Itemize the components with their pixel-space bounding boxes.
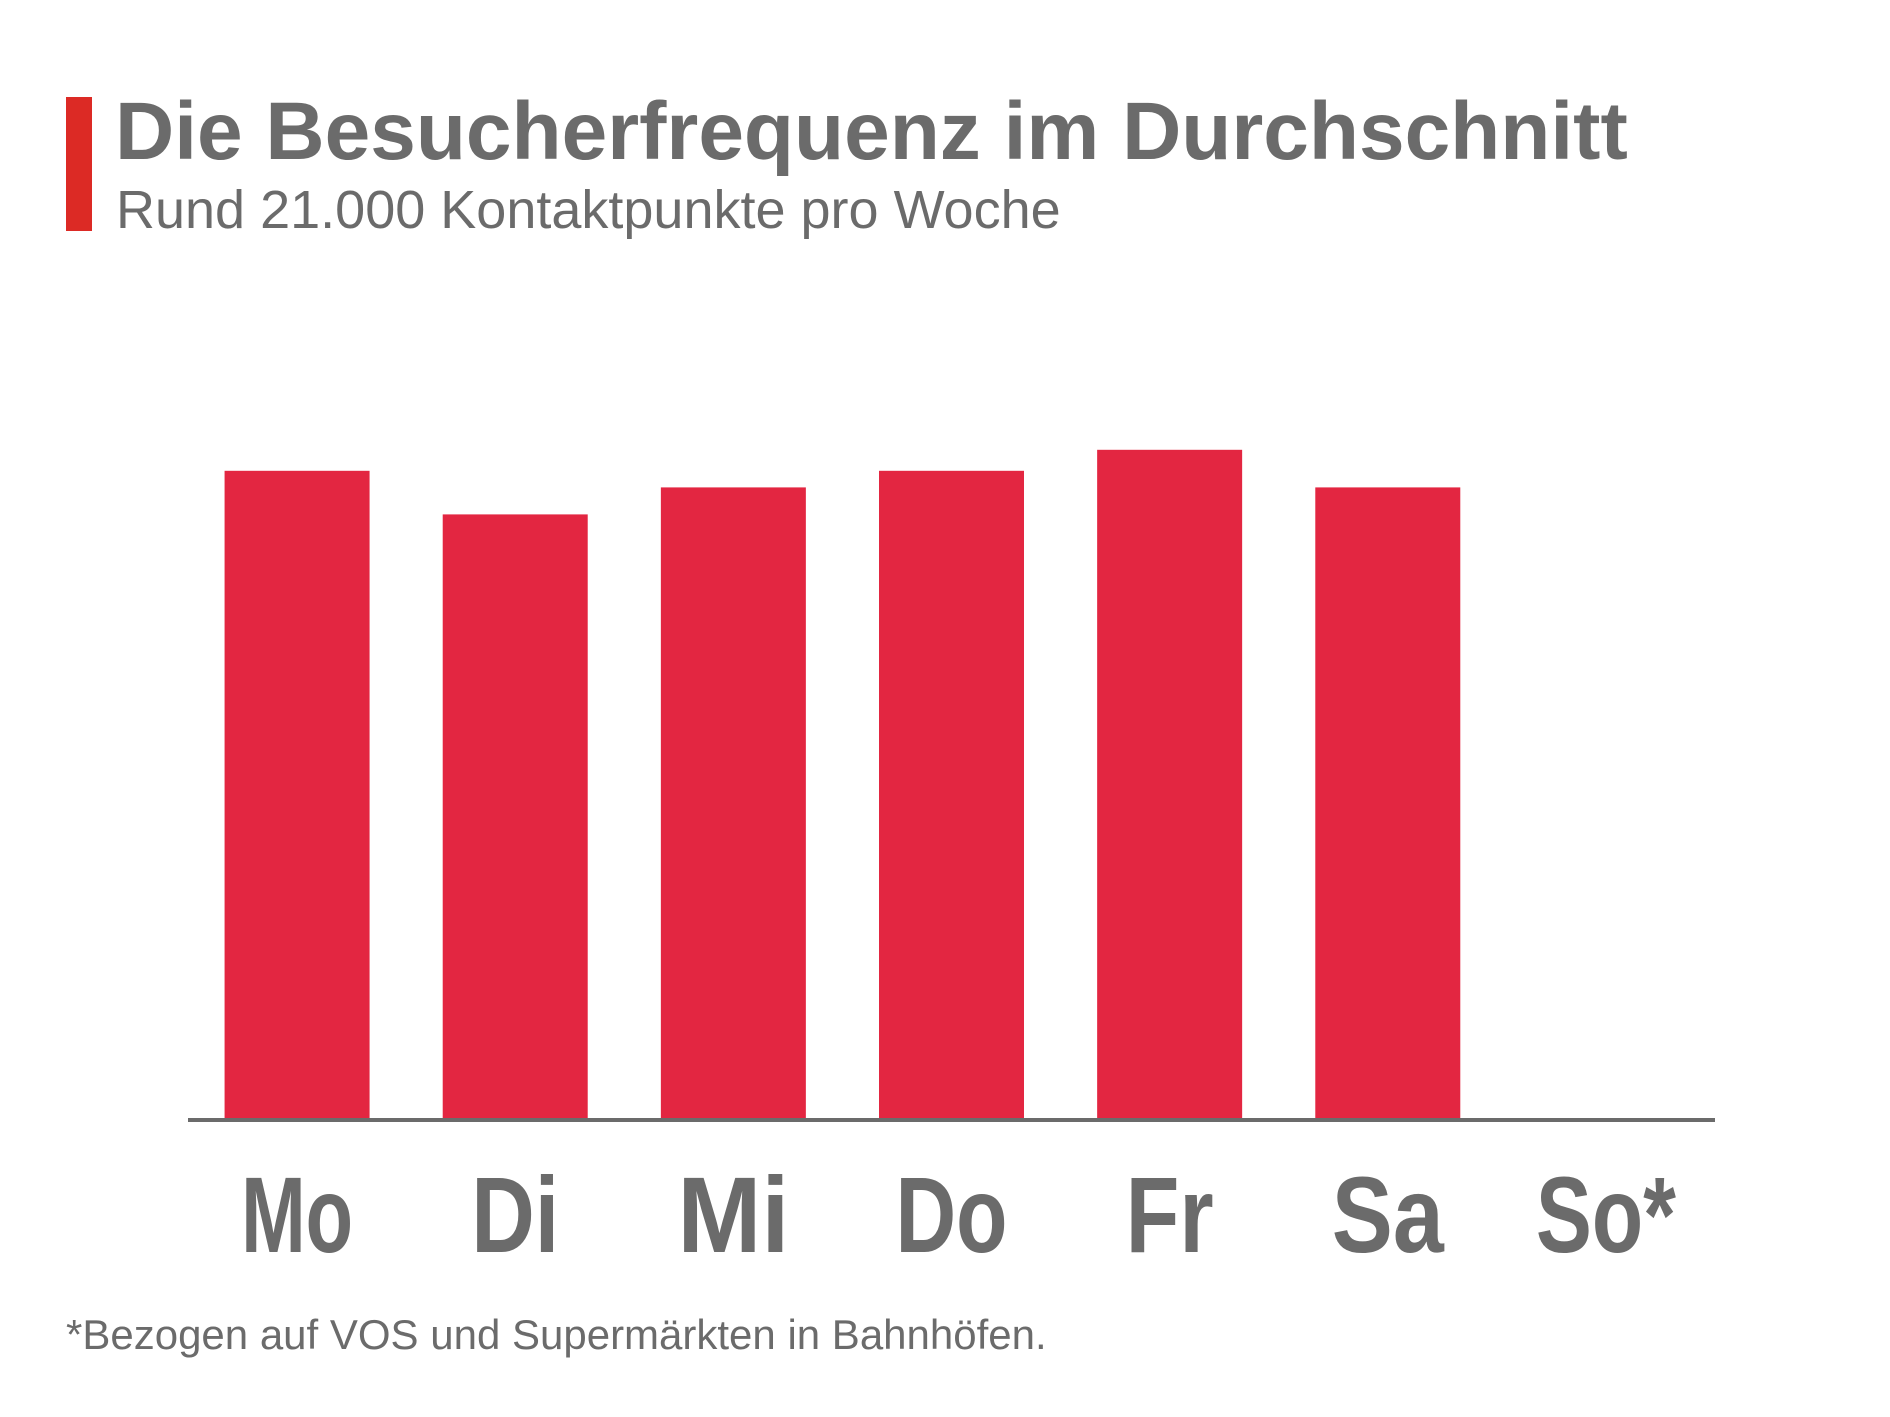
bar-chart: Mo Di Mi Do Fr Sa So*	[188, 449, 1715, 1275]
x-tick-label: Mi	[677, 1154, 789, 1275]
x-tick-label: Sa	[1332, 1154, 1445, 1275]
chart-title: Die Besucherfrequenz im Durchschnitt	[115, 86, 1628, 177]
x-tick-label: Fr	[1126, 1154, 1214, 1275]
bar-sa	[1315, 487, 1461, 1118]
x-tick-label: Di	[471, 1154, 559, 1275]
bar-fr	[1097, 449, 1243, 1118]
footnote: *Bezogen auf VOS und Supermärkten in Bah…	[66, 1311, 1047, 1358]
bar-mo	[224, 470, 370, 1118]
chart-subtitle: Rund 21.000 Kontaktpunkte pro Woche	[116, 180, 1061, 240]
bar-di	[442, 514, 588, 1118]
bar-do	[879, 470, 1024, 1118]
bar-mi	[660, 487, 806, 1118]
x-tick-label: Mo	[241, 1154, 353, 1275]
x-tick-label: Do	[896, 1154, 1008, 1275]
title-accent-bar	[66, 97, 92, 231]
x-tick-label: So*	[1536, 1154, 1676, 1275]
